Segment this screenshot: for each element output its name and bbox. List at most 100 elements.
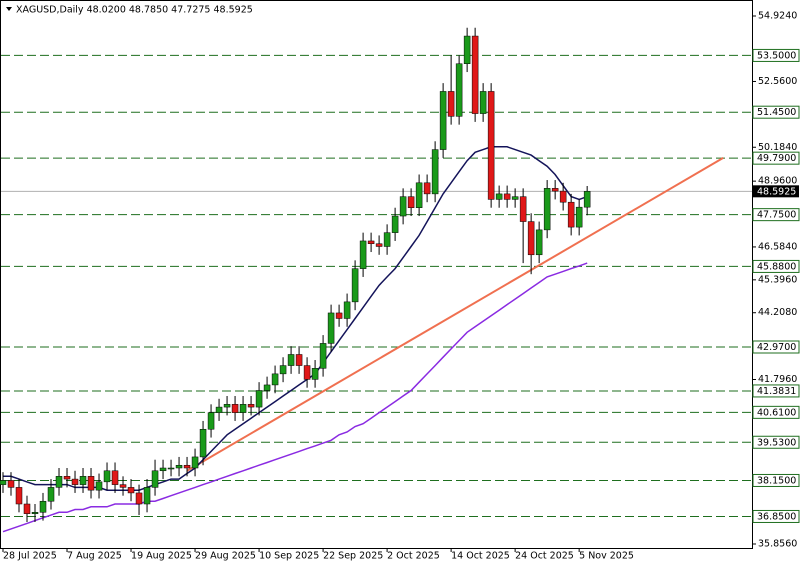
candle-body: [143, 487, 151, 505]
candle-body: [135, 492, 143, 505]
candle-body: [311, 368, 319, 380]
candle-body: [367, 240, 375, 244]
chart-title: XAGUSD,Daily 48.0200 48.7850 47.7275 48.…: [16, 5, 253, 16]
candle-body: [207, 412, 215, 430]
last-price-label: 48.5925: [757, 186, 796, 197]
level-box: [752, 435, 800, 449]
level-label: 41.3831: [757, 386, 796, 397]
x-tick-label: 19 Aug 2025: [131, 551, 192, 562]
candle-body: [199, 428, 207, 458]
candle-body: [55, 476, 63, 488]
candle-body: [231, 404, 239, 413]
candle-body: [183, 464, 191, 469]
level-label: 36.8500: [757, 511, 796, 522]
level-box: [752, 405, 800, 419]
candle-body: [167, 467, 175, 470]
candle-body: [583, 191, 591, 208]
level-box: [752, 384, 800, 398]
candle-body: [535, 229, 543, 256]
candle-body: [7, 480, 15, 488]
candle-body: [103, 470, 111, 483]
candle-body: [431, 149, 439, 195]
x-tick-label: 24 Oct 2025: [515, 551, 574, 562]
y-tick-label: 35.8560: [758, 538, 797, 549]
candle-body: [79, 476, 87, 485]
candle-body: [247, 404, 255, 408]
candle-body: [343, 301, 351, 319]
candle-body: [487, 91, 495, 200]
level-label: 45.8800: [757, 261, 796, 272]
y-tick-label: 46.5840: [758, 241, 797, 252]
y-tick-label: 48.9600: [758, 176, 797, 187]
candle-body: [0, 480, 7, 485]
x-tick-label: 28 Jul 2025: [3, 551, 57, 562]
candle-body: [511, 196, 519, 200]
candle-body: [127, 487, 135, 494]
candle-body: [215, 406, 223, 413]
candle-body: [559, 190, 567, 203]
candle-body: [543, 188, 551, 231]
candle-body: [159, 467, 167, 472]
y-tick-label: 44.2080: [758, 307, 797, 318]
y-tick-label: 54.9240: [758, 11, 797, 22]
candle-body: [23, 503, 31, 514]
level-box: [752, 151, 800, 165]
candle-body: [223, 404, 231, 408]
candle-body: [415, 182, 423, 208]
level-box: [752, 340, 800, 354]
candle-body: [191, 456, 199, 469]
y-tick-label: 52.5600: [758, 76, 797, 87]
level-box: [752, 473, 800, 487]
level-label: 49.7900: [757, 153, 796, 164]
candle-body: [303, 365, 311, 380]
candle-body: [87, 476, 95, 491]
candle-body: [567, 201, 575, 228]
candle-body: [327, 312, 335, 344]
level-box: [752, 259, 800, 273]
level-label: 53.5000: [757, 50, 796, 61]
candle-body: [119, 484, 127, 488]
candle-body: [111, 470, 119, 485]
trendline: [186, 157, 724, 472]
candle-body: [15, 487, 23, 505]
x-tick-label: 2 Oct 2025: [387, 551, 440, 562]
candle-body: [335, 312, 343, 319]
level-label: 39.5300: [757, 437, 796, 448]
x-tick-label: 22 Sep 2025: [323, 551, 383, 562]
level-box: [752, 208, 800, 222]
menu-arrow: [6, 7, 12, 11]
candle-body: [439, 91, 447, 150]
y-tick-label: 45.3960: [758, 274, 797, 285]
x-tick-label: 7 Aug 2025: [67, 551, 122, 562]
level-label: 38.1500: [757, 475, 796, 486]
candle-body: [95, 481, 103, 491]
level-label: 42.9700: [757, 342, 796, 353]
level-label: 40.6100: [757, 407, 796, 418]
candle-body: [359, 240, 367, 269]
candle-body: [423, 182, 431, 195]
candle-body: [447, 91, 455, 117]
candle-body: [175, 464, 183, 469]
level-label: 51.4500: [757, 107, 796, 118]
candle-body: [479, 91, 487, 114]
candle-body: [271, 373, 279, 386]
candle-body: [287, 354, 295, 366]
x-tick-label: 5 Nov 2025: [579, 551, 634, 562]
candle-body: [47, 487, 55, 502]
candle-body: [399, 196, 407, 217]
candle-body: [263, 384, 271, 391]
y-tick-label: 50.1840: [758, 142, 797, 153]
level-label: 47.7500: [757, 210, 796, 221]
x-tick-label: 14 Oct 2025: [451, 551, 510, 562]
x-tick-label: 29 Aug 2025: [195, 551, 256, 562]
candle-body: [151, 470, 159, 488]
candle-body: [391, 215, 399, 233]
candle-body: [351, 268, 359, 303]
candle-body: [31, 512, 39, 514]
candle-body: [383, 232, 391, 247]
plot-frame: [0, 0, 753, 549]
candle-body: [279, 365, 287, 375]
candle-body: [375, 243, 383, 247]
candle-body: [463, 35, 471, 64]
